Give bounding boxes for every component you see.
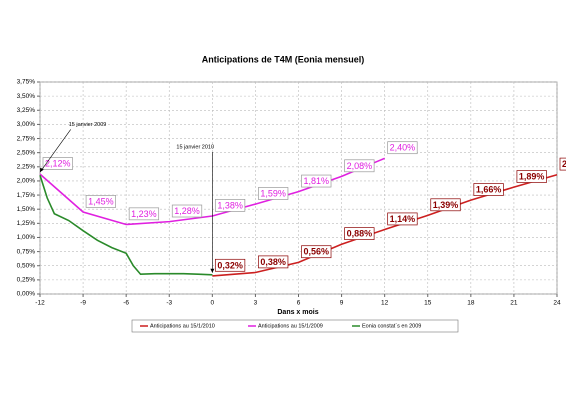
annotation-arrow: [39, 129, 71, 173]
data-label-box: [258, 255, 289, 269]
annotation: 15 janvier 2010: [176, 144, 214, 150]
x-tick-label: 21: [510, 300, 518, 307]
arrow-head: [40, 167, 44, 173]
series-line: [39, 175, 213, 276]
x-tick-label: -9: [80, 300, 86, 307]
y-tick-label: 1,25%: [17, 220, 36, 227]
data-label: 1,14%: [390, 214, 416, 224]
x-tick-label: 3: [254, 300, 258, 307]
data-label-box: [344, 227, 375, 240]
data-label: 1,66%: [476, 185, 502, 195]
y-tick-label: 3,25%: [17, 107, 36, 114]
data-label-box: [171, 204, 203, 218]
data-label: 1,59%: [260, 188, 286, 198]
y-tick-label: 0,50%: [17, 262, 36, 269]
data-label-box: [214, 258, 246, 272]
data-label-box: [387, 141, 418, 155]
x-tick-label: 15: [424, 300, 432, 307]
legend-label: Anticipations au 15/1/2009: [258, 323, 323, 329]
y-tick-label: 0,75%: [17, 248, 36, 255]
legend-label: Anticipations au 15/1/2010: [150, 323, 215, 329]
x-tick-label: 24: [553, 300, 561, 307]
data-label: 1,39%: [433, 200, 459, 210]
data-label-box: [85, 195, 116, 208]
y-tick-label: 3,75%: [17, 79, 36, 86]
y-tick-label: 2,25%: [17, 164, 36, 171]
annotation: 15 janvier 2009: [69, 122, 107, 128]
x-tick-label: 9: [340, 300, 344, 307]
data-label: 1,38%: [217, 200, 243, 210]
data-label-box: [344, 159, 375, 173]
y-tick-label: 3,00%: [17, 121, 36, 128]
y-tick-label: 2,75%: [17, 135, 36, 142]
y-tick-label: 3,50%: [17, 93, 36, 100]
data-label-box: [516, 170, 547, 183]
legend-label: Eonia constat´s en 2009: [362, 323, 421, 329]
data-label: 0,56%: [304, 247, 330, 257]
x-tick-label: -12: [35, 300, 45, 307]
data-label-box: [128, 207, 160, 221]
data-label: 1,28%: [174, 206, 200, 216]
data-label: 2,40%: [390, 143, 416, 153]
data-label-box: [301, 245, 332, 259]
data-label-box: [42, 157, 73, 170]
data-label: 0,32%: [217, 260, 243, 270]
data-label: 2,12%: [45, 159, 71, 169]
legend-box: [131, 319, 459, 333]
x-axis-label: Dans x mois: [277, 309, 318, 316]
y-tick-label: 2,00%: [17, 178, 36, 185]
data-label: 0,88%: [347, 229, 373, 239]
data-label: 0,38%: [260, 257, 286, 267]
x-tick-label: -6: [123, 300, 129, 307]
y-tick-label: 2,50%: [17, 149, 36, 156]
y-tick-label: 0,00%: [17, 291, 36, 298]
x-tick-label: -3: [166, 300, 172, 307]
data-label: 1,23%: [131, 209, 157, 219]
x-tick-label: 18: [467, 300, 475, 307]
data-label-box: [387, 212, 418, 226]
data-label-box: [301, 174, 332, 188]
x-tick-label: 6: [297, 300, 301, 307]
data-label-box: [559, 157, 566, 171]
data-label: 1,89%: [519, 172, 545, 182]
y-tick-label: 1,50%: [17, 206, 36, 213]
x-tick-label: 0: [211, 300, 215, 307]
chart-title: Anticipations de T4M (Eonia mensuel): [202, 54, 365, 64]
data-label-box: [258, 187, 289, 200]
y-tick-label: 0,25%: [17, 277, 36, 284]
x-tick-label: 12: [381, 300, 389, 307]
y-tick-label: 1,75%: [17, 192, 36, 199]
data-label: 1,81%: [304, 176, 330, 186]
arrow-head: [210, 268, 215, 273]
data-label-box: [214, 199, 246, 212]
data-label: 2,11%: [562, 159, 566, 169]
data-label-box: [430, 198, 461, 212]
data-label: 1,45%: [88, 196, 114, 206]
data-label: 2,08%: [347, 161, 373, 171]
data-label-box: [473, 183, 504, 196]
y-tick-label: 1,00%: [17, 234, 36, 241]
